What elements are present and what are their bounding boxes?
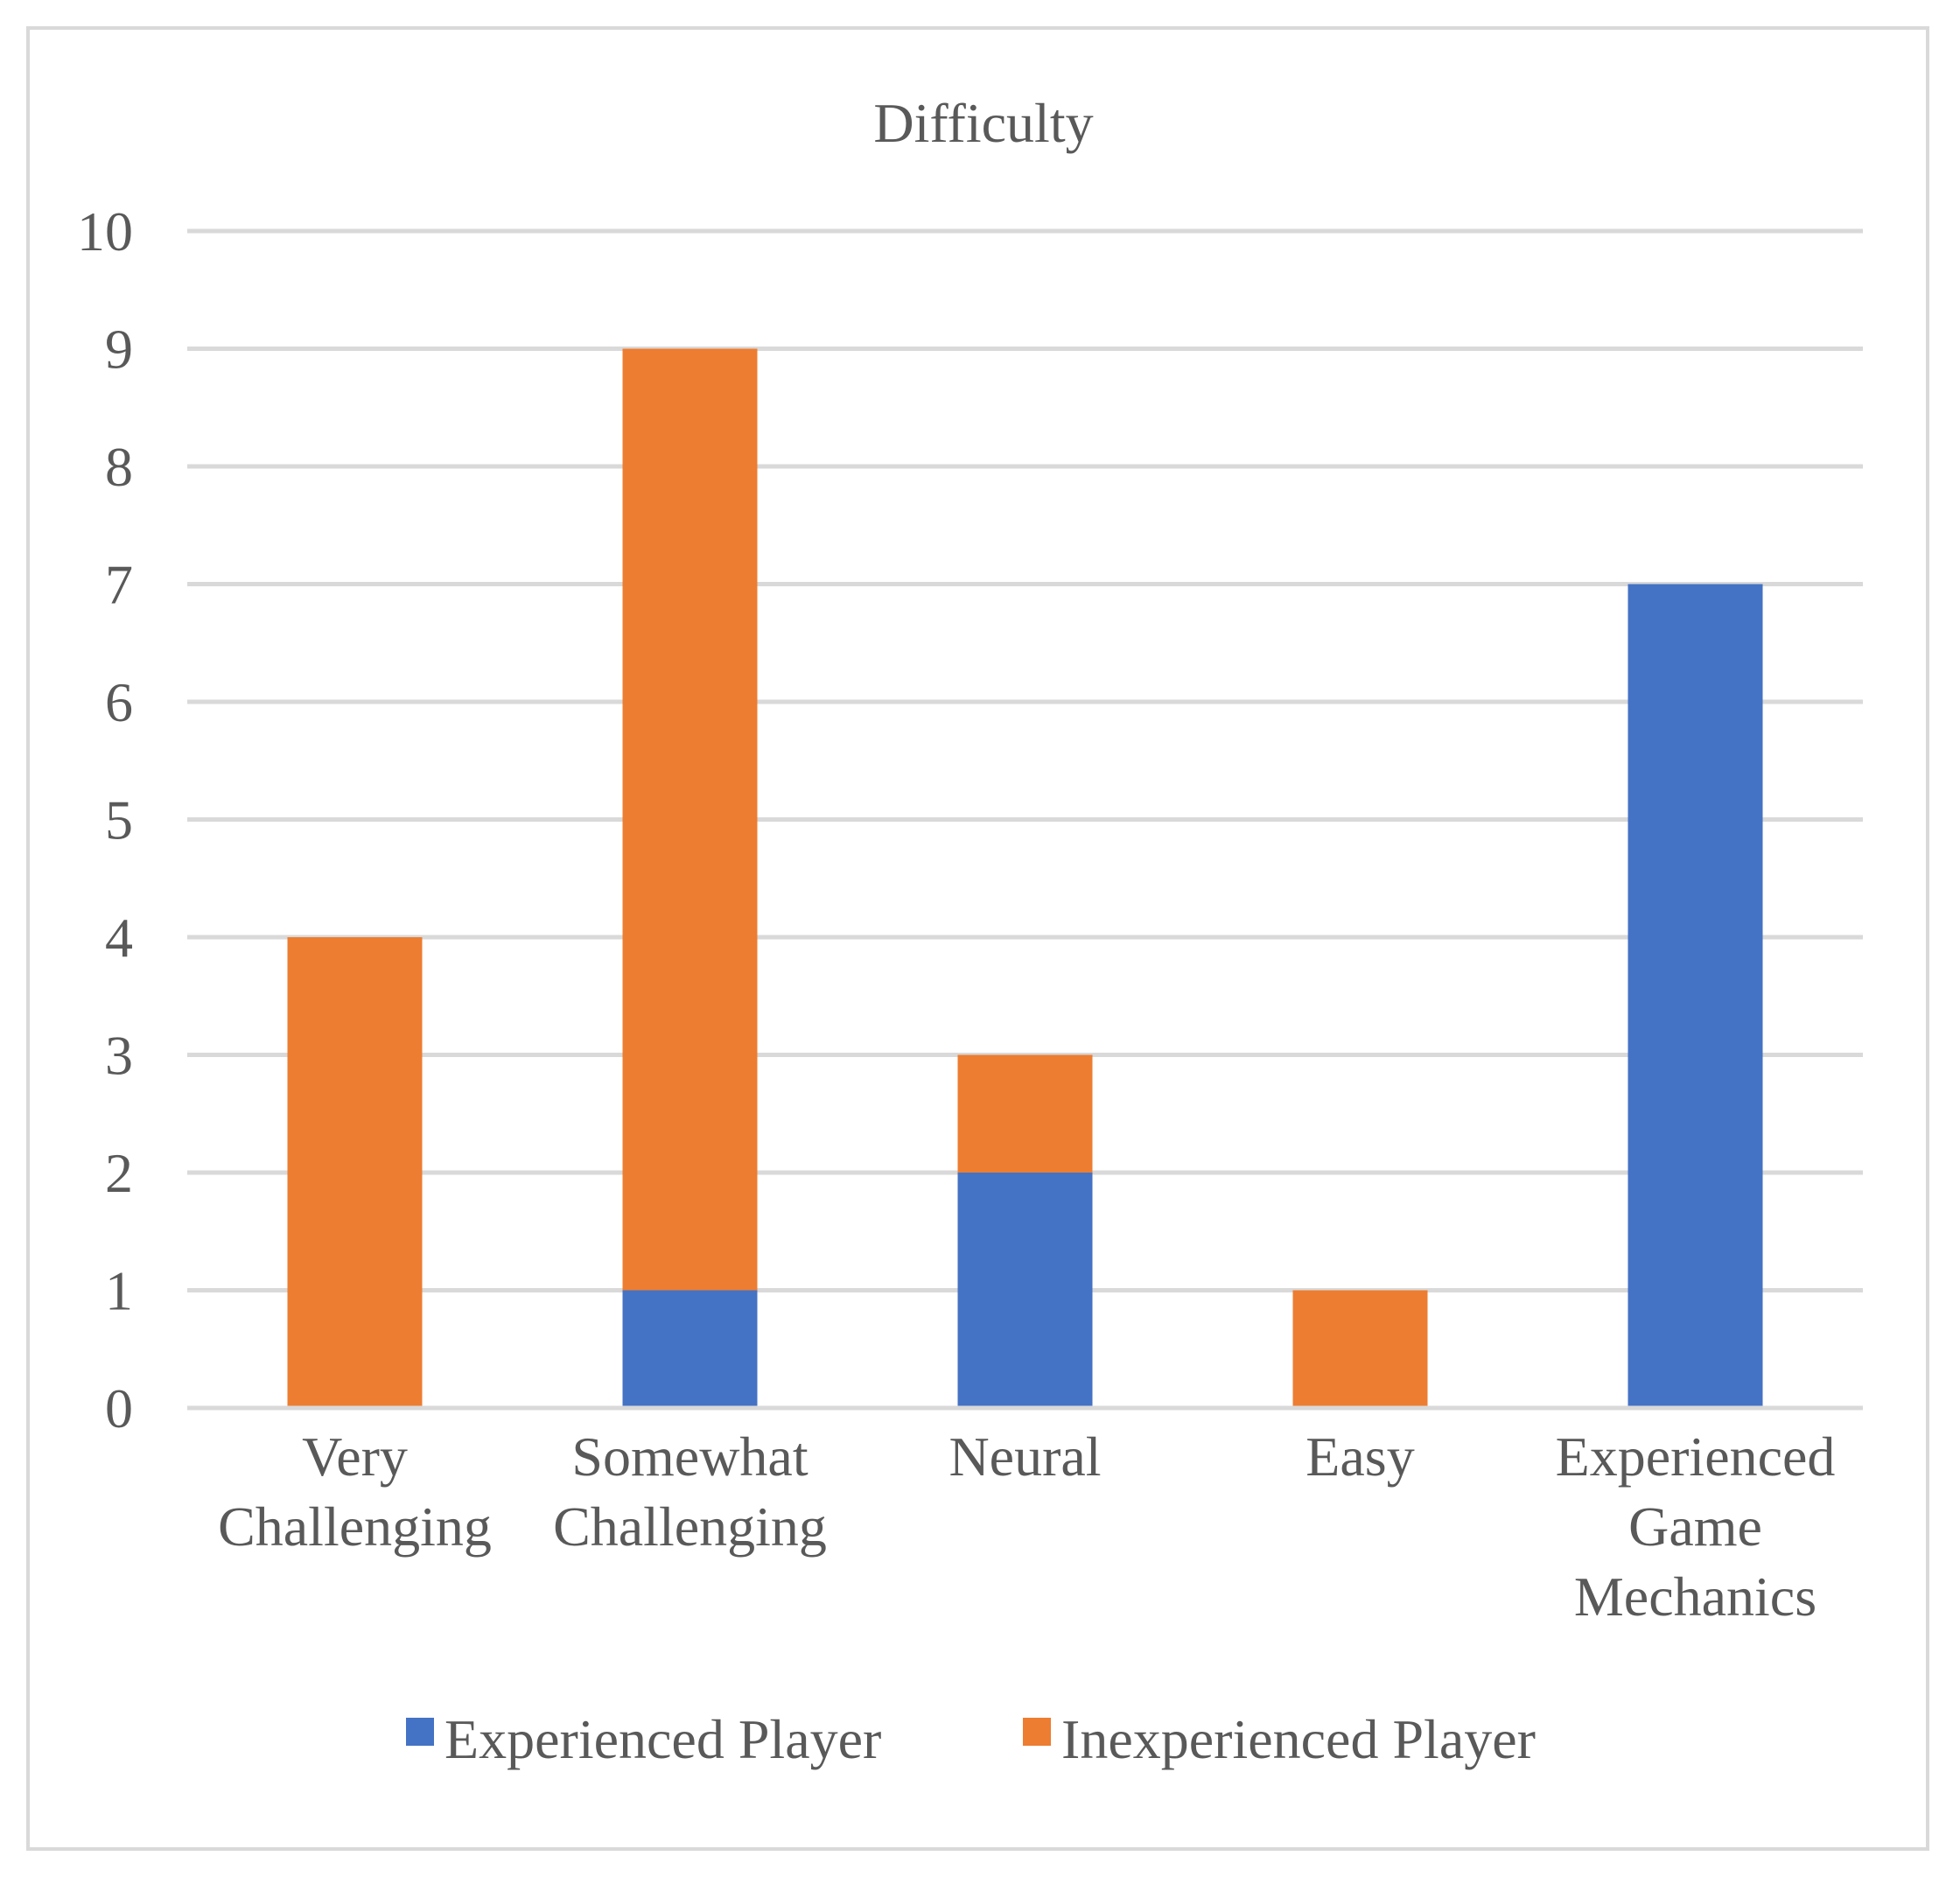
x-axis-categories: Very Challenging Somewhat Challenging Neural… (218, 1425, 1835, 1628)
x-category-label: Game (1628, 1495, 1762, 1558)
x-category-label: Very (302, 1425, 408, 1488)
x-category-label: Neural (948, 1425, 1101, 1488)
bar-inexperienced-player-2 (957, 1054, 1093, 1173)
y-tick-label: 7 (105, 554, 133, 616)
y-tick-label: 9 (105, 319, 133, 381)
legend-label: Inexperienced Player (1061, 1708, 1536, 1770)
x-category-label: Easy (1306, 1425, 1414, 1488)
y-tick-label: 6 (105, 671, 133, 733)
legend-label: Experienced Player (444, 1708, 881, 1770)
y-tick-label: 2 (105, 1142, 133, 1204)
x-category-label: Experienced (1556, 1425, 1836, 1488)
x-category-label: Somewhat (571, 1425, 808, 1488)
x-category-label: Challenging (218, 1495, 492, 1558)
y-tick-label: 3 (105, 1025, 133, 1087)
bars (187, 348, 1863, 1411)
legend-swatch (406, 1718, 434, 1746)
bar-inexperienced-player-3 (1292, 1290, 1428, 1408)
chart-title: Difficulty (873, 92, 1093, 154)
gridlines (187, 228, 1863, 1411)
bar-experienced-player-4 (1628, 584, 1763, 1408)
y-tick-label: 5 (105, 789, 133, 851)
y-tick-label: 1 (105, 1260, 133, 1322)
y-tick-label: 0 (105, 1377, 133, 1439)
bar-experienced-player-1 (622, 1290, 758, 1408)
legend: Experienced Player Inexperienced Player (406, 1708, 1536, 1770)
legend-swatch (1023, 1718, 1051, 1746)
bar-inexperienced-player-0 (287, 937, 423, 1408)
bar-experienced-player-2 (957, 1173, 1093, 1408)
x-category-label: Challenging (553, 1495, 827, 1558)
y-tick-label: 4 (105, 907, 133, 969)
stacked-bar-chart: Difficulty 0 1 2 3 4 5 6 7 8 9 10 Very Challenging S… (77, 92, 1863, 1770)
x-category-label: Mechanics (1574, 1565, 1816, 1628)
y-tick-label: 8 (105, 436, 133, 498)
y-tick-label: 10 (77, 200, 133, 263)
y-axis-ticks: 0 1 2 3 4 5 6 7 8 9 10 (77, 200, 133, 1439)
bar-inexperienced-player-1 (622, 348, 758, 1291)
chart-frame: Difficulty 0 1 2 3 4 5 6 7 8 9 10 Very Challenging S… (26, 26, 1929, 1851)
